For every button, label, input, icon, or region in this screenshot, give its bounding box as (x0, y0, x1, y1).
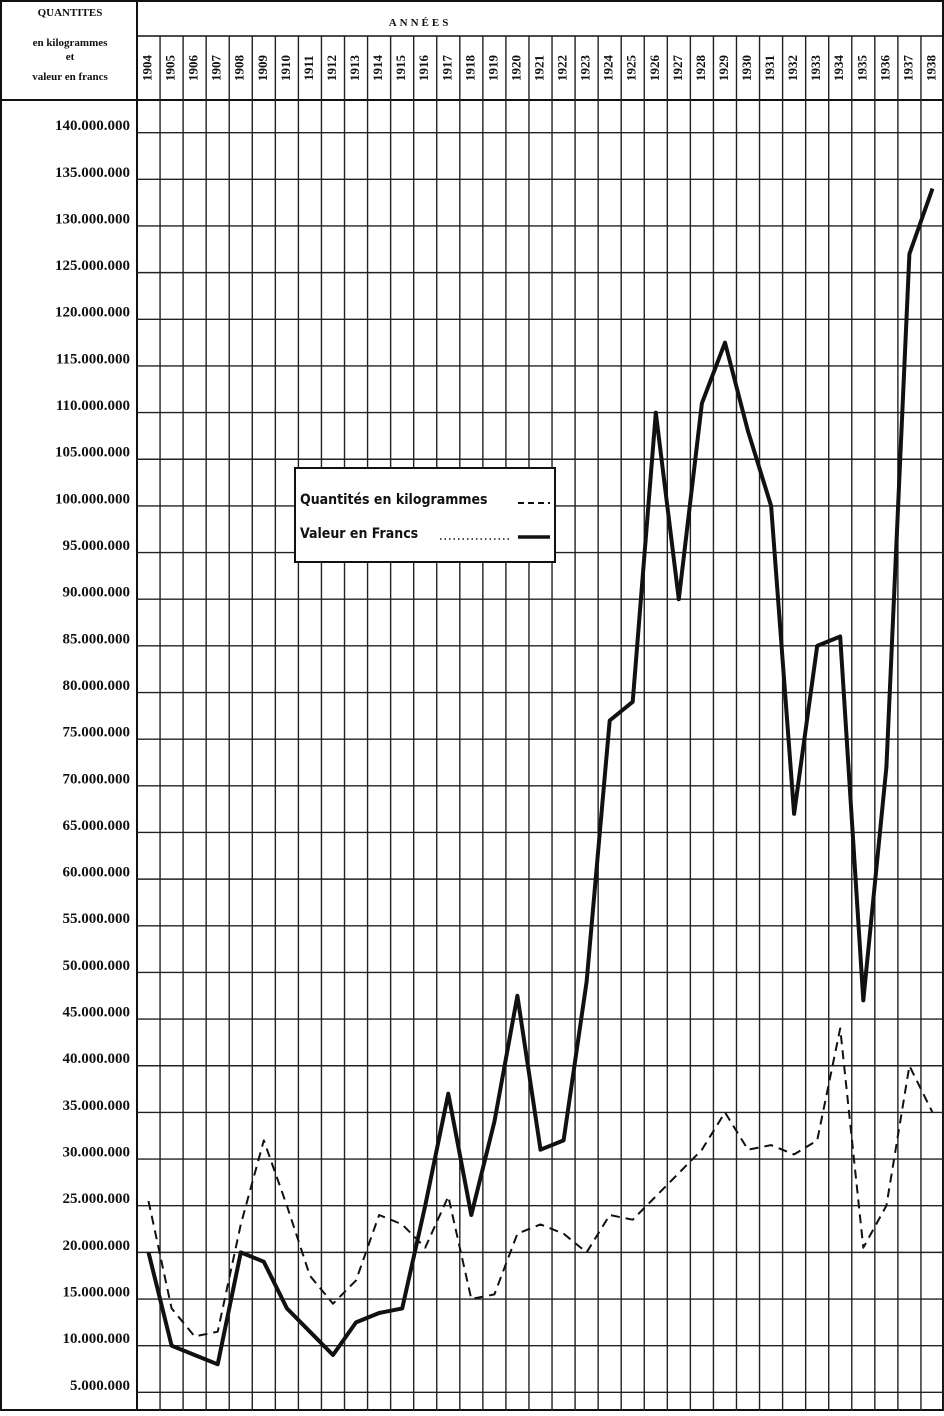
legend-label: Quantités en kilogrammes (300, 492, 488, 508)
x-tick-label: 1911 (301, 55, 316, 80)
x-tick-label: 1918 (462, 55, 477, 82)
x-tick-label: 1913 (347, 55, 362, 82)
y-tick-label: 125.000.000 (55, 258, 130, 274)
series-line (146, 187, 935, 1367)
y-tick-label: 55.000.000 (63, 911, 131, 927)
y-label: en kilogrammes (33, 37, 109, 49)
x-tick-label: 1917 (439, 55, 454, 82)
y-tick-label: 30.000.000 (63, 1145, 131, 1161)
x-tick-label: 1921 (531, 55, 546, 81)
x-tick-label: 1934 (831, 55, 846, 82)
x-tick-label: 1932 (785, 55, 800, 81)
series-line (147, 1027, 934, 1338)
y-tick-label: 5.000.000 (70, 1378, 130, 1394)
x-tick-label: 1922 (555, 55, 570, 81)
y-tick-label: 20.000.000 (63, 1238, 131, 1254)
x-tick-label: 1907 (209, 55, 224, 82)
x-label: ANNÉES (389, 17, 452, 29)
legend: Quantités en kilogrammes Valeur en Francs (294, 467, 556, 563)
y-tick-label: 15.000.000 (63, 1284, 131, 1300)
y-label: et (66, 51, 75, 63)
x-tick-label: 1931 (762, 55, 777, 81)
x-tick-label: 1920 (508, 55, 523, 81)
y-tick-label: 70.000.000 (63, 771, 131, 787)
y-tick-label: 115.000.000 (56, 351, 130, 367)
x-tick-label: 1915 (393, 55, 408, 82)
y-tick-label: 120.000.000 (55, 305, 130, 321)
y-tick-label: 10.000.000 (63, 1331, 131, 1347)
y-tick-label: 60.000.000 (63, 865, 131, 881)
y-tick-label: 110.000.000 (56, 398, 130, 414)
y-tick-label: 45.000.000 (63, 1005, 131, 1021)
y-label: valeur en francs (32, 71, 108, 83)
x-tick-label: 1912 (324, 55, 339, 81)
x-tick-label: 1910 (278, 55, 293, 81)
x-tick-label: 1933 (808, 55, 823, 82)
y-tick-label: 25.000.000 (63, 1191, 131, 1207)
x-tick-label: 1909 (255, 55, 270, 82)
x-tick-label: 1930 (739, 55, 754, 81)
x-tick-label: 1938 (923, 55, 938, 82)
x-tick-label: 1927 (670, 55, 685, 82)
y-tick-label: 50.000.000 (63, 958, 131, 974)
legend-label: Valeur en Francs (300, 526, 418, 542)
y-tick-label: 140.000.000 (55, 118, 130, 134)
x-tick-label: 1905 (163, 55, 178, 82)
x-tick-label: 1906 (186, 55, 201, 82)
y-tick-label: 90.000.000 (63, 585, 131, 601)
x-tick-label: 1923 (578, 55, 593, 82)
y-tick-label: 95.000.000 (63, 538, 131, 554)
y-tick-label: 85.000.000 (63, 631, 131, 647)
y-tick-label: 75.000.000 (63, 725, 131, 741)
x-tick-label: 1937 (900, 55, 915, 82)
x-tick-label: 1914 (370, 55, 385, 82)
x-tick-label: 1925 (624, 55, 639, 82)
y-tick-label: 35.000.000 (63, 1098, 131, 1114)
y-tick-label: 135.000.000 (55, 165, 130, 181)
legend-box (294, 467, 556, 563)
y-tick-label: 130.000.000 (55, 211, 130, 227)
y-tick-label: 65.000.000 (63, 818, 131, 834)
x-tick-label: 1924 (601, 55, 616, 82)
x-tick-label: 1904 (140, 55, 155, 82)
x-tick-label: 1935 (854, 55, 869, 82)
x-tick-label: 1936 (877, 55, 892, 82)
y-tick-label: 100.000.000 (55, 491, 130, 507)
y-tick-label: 80.000.000 (63, 678, 131, 694)
y-label: QUANTITES (38, 7, 103, 19)
x-tick-label: 1916 (416, 55, 431, 82)
x-tick-label: 1926 (647, 55, 662, 82)
x-tick-label: 1928 (693, 55, 708, 82)
x-tick-label: 1929 (716, 55, 731, 82)
y-tick-label: 40.000.000 (63, 1051, 131, 1067)
x-tick-label: 1919 (485, 55, 500, 82)
y-tick-label: 105.000.000 (55, 445, 130, 461)
x-tick-label: 1908 (232, 55, 247, 82)
